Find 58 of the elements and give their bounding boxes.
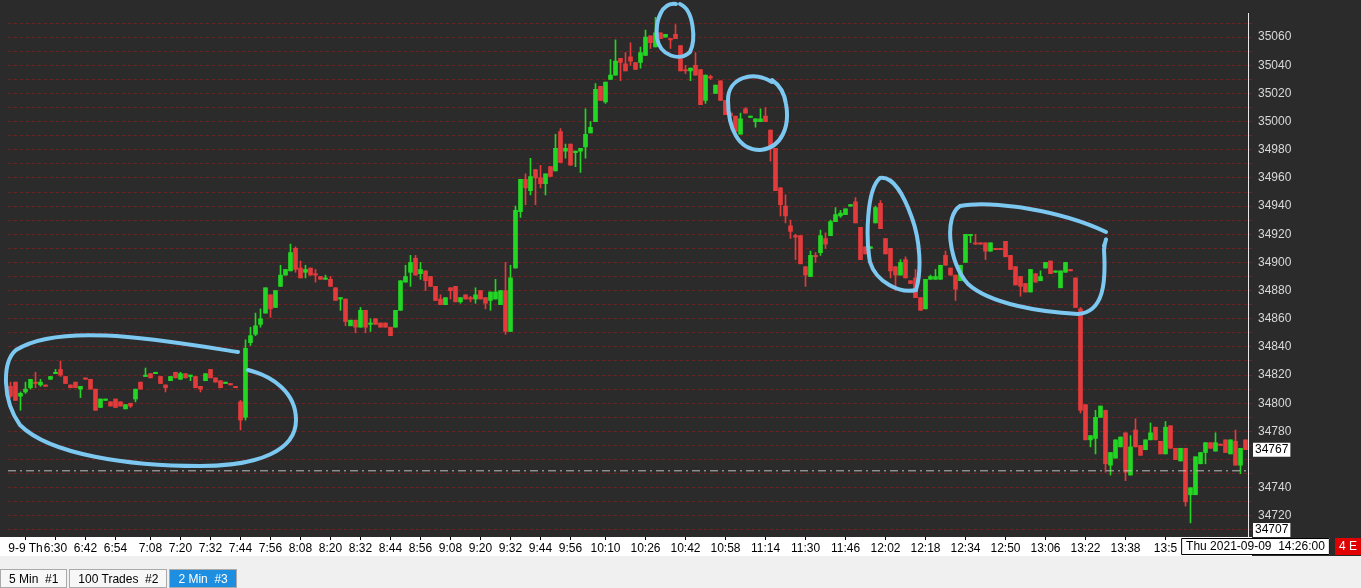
x-tick-label: 6:30	[43, 540, 68, 555]
y-tick-label: 34900	[1258, 254, 1292, 269]
x-tick-label: 11:46	[830, 540, 861, 555]
x-tick-label: 13:22	[1070, 540, 1101, 555]
x-tick-label: 8:44	[378, 540, 403, 555]
x-tick-label: 7:56	[258, 540, 283, 555]
x-tick-label: 7:44	[228, 540, 253, 555]
x-tick-label: 8:08	[288, 540, 313, 555]
x-tick-label: 12:18	[910, 540, 941, 555]
x-tick-label: 12:50	[990, 540, 1021, 555]
y-tick-label: 34880	[1258, 282, 1292, 297]
text: 34767	[1255, 442, 1289, 457]
text: 4 E	[1338, 538, 1357, 553]
x-tick-label: 13:06	[1030, 540, 1061, 555]
x-tick-label: 10:26	[630, 540, 661, 555]
x-tick-label: 7:20	[168, 540, 193, 555]
x-tick-label: 6:42	[73, 540, 98, 555]
x-tick-label: 12:34	[950, 540, 981, 555]
x-tick-label: 12:02	[870, 540, 901, 555]
x-tick-label: 7:08	[138, 540, 163, 555]
y-tick-label: 35020	[1258, 85, 1292, 100]
y-tick-label: 34800	[1258, 395, 1292, 410]
y-tick-label: 34820	[1258, 367, 1292, 382]
x-tick-label: 9:20	[468, 540, 493, 555]
x-tick-label: 10:42	[670, 540, 701, 555]
text: 100 Trades #2	[69, 569, 168, 588]
y-tick-label: 34980	[1258, 142, 1292, 157]
y-tick-label: 34780	[1258, 423, 1292, 438]
y-tick-label: 35000	[1258, 113, 1292, 128]
text: Thu 2021-09-09 14:26:00	[1186, 538, 1326, 553]
x-tick-label: 10:10	[590, 540, 621, 555]
x-tick-label: 13:38	[1110, 540, 1141, 555]
x-tick-label: 9:56	[558, 540, 583, 555]
y-tick-label: 34860	[1258, 311, 1292, 326]
x-tick-label: 8:20	[318, 540, 343, 555]
text: 5 Min #1	[0, 569, 68, 588]
x-tick-label: 11:14	[750, 540, 781, 555]
x-tick-label: 11:30	[790, 540, 821, 555]
x-tick-label: 9:44	[528, 540, 553, 555]
y-tick-label: 34960	[1258, 170, 1292, 185]
x-tick-label: 9:32	[498, 540, 523, 555]
y-tick-label: 35060	[1258, 29, 1292, 44]
y-tick-label: 34940	[1258, 198, 1292, 213]
x-tick-label: 8:32	[348, 540, 373, 555]
text: 34707	[1255, 522, 1289, 537]
y-tick-label: 34740	[1258, 480, 1292, 495]
y-tick-label: 34920	[1258, 226, 1292, 241]
x-tick-label: 13:5	[1153, 540, 1178, 555]
x-tick-label: 6:54	[103, 540, 128, 555]
x-tick-label: 7:32	[198, 540, 223, 555]
x-tick-label: 9:08	[438, 540, 463, 555]
y-tick-label: 34720	[1258, 508, 1292, 523]
y-tick-label: 35040	[1258, 57, 1292, 72]
x-tick-label: 8:56	[408, 540, 433, 555]
text: 2 Min #3	[169, 569, 237, 588]
x-tick-label: 10:58	[710, 540, 741, 555]
x-tick-label: 9-9 Th	[8, 540, 43, 555]
y-tick-label: 34840	[1258, 339, 1292, 354]
